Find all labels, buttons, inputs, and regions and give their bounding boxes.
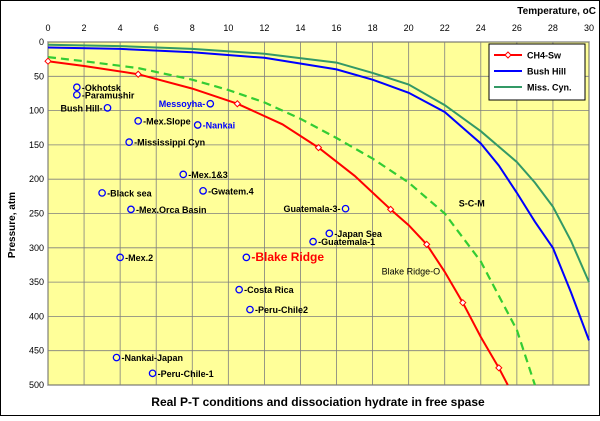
site-marker [73,83,81,92]
site-label: -Blake Ridge [251,250,324,264]
x-tick-label: 22 [440,23,450,33]
x-tick-label: 6 [154,23,159,33]
site-label: -Costa Rica [244,285,295,295]
sites: -Okhotsk-Paramushir Bush Hill- -Mex.Slope M… [61,83,383,379]
site-marker [206,99,215,108]
x-tick-label: 30 [584,23,594,33]
legend-label: Bush Hill [527,67,566,77]
series-ch4-sw-point [459,298,467,307]
chart-title: Real P-T conditions and dissociation hyd… [151,395,485,409]
series-ch4-sw-point [134,70,142,78]
site-marker [309,237,317,246]
y-tick-label: 350 [29,277,44,287]
site-marker [127,205,135,214]
site-marker [148,369,157,378]
x-tick-label: 28 [548,23,558,33]
site-label: -Mississippi Cyn [134,138,205,148]
legend-label: CH4-Sw [527,51,562,61]
annotation: Blake Ridge-O [382,267,441,277]
y-tick-label: 300 [29,243,44,253]
site-marker [103,104,112,112]
series-ch4-sw-point [314,143,323,152]
x-tick-label: 14 [295,23,305,33]
site-label: Bush Hill- [61,103,103,113]
site-marker [341,204,350,213]
x-tick-label: 20 [404,23,414,33]
site-label: -Guatemala-1 [318,237,375,247]
series-miss-cyn-line [47,43,590,283]
x-tick-label: 12 [259,23,269,33]
x-tick-label: 4 [118,23,123,33]
series-ch4-sw-point [44,57,52,65]
site-marker [116,253,124,262]
legend-label: Miss. Cyn. [527,83,572,93]
y-tick-label: 200 [29,174,44,184]
site-marker [235,285,244,294]
site-label: Guatemala-3- [284,204,341,214]
curves [44,43,590,386]
series-bush-hill-line [47,46,590,341]
site-marker [98,189,106,197]
annotation: S-C-M [459,199,485,209]
series-ch4-sw-point [495,364,503,372]
x-tick-label: 8 [190,23,195,33]
site-label: -Peru-Chile-1 [158,369,214,379]
y-tick-label: 400 [29,311,44,321]
site-marker [125,138,133,147]
site-marker [325,229,334,238]
site-label: -Mex.2 [125,253,153,263]
site-marker [179,170,188,179]
series-ch4-sw-point [386,205,395,214]
site-marker [246,305,254,314]
site-label: -Black sea [107,188,153,198]
site-label: -Nankai-Japan [122,353,184,363]
series-ch4-sw-point [422,240,431,249]
y-tick-label: 100 [29,106,44,116]
site-label: -Okhotsk [82,83,122,93]
x-tick-label: 26 [512,23,522,33]
x-tick-label: 24 [476,23,486,33]
x-tick-label: 16 [332,23,342,33]
annotations: S-C-M Blake Ridge-O [382,199,485,277]
site-label: -Gwatem.4 [208,186,254,196]
y-tick-label: 50 [34,71,44,81]
site-label: -Mex.Orca Basin [136,205,207,215]
site-marker [199,187,207,195]
x-axis-label: Temperature, oC [517,6,596,17]
y-tick-label: 500 [29,380,44,390]
site-label: -Paramushir [82,90,135,100]
y-tick-label: 150 [29,140,44,150]
site-label: -Nankai [203,121,236,131]
site-label: -Mex.Slope [143,116,191,126]
site-marker [193,121,202,129]
y-tick-label: 0 [39,37,44,47]
site-marker [112,353,121,362]
site-marker [134,117,143,125]
site-label: -Japan Sea [334,229,383,239]
x-tick-label: 2 [82,23,87,33]
site-label: -Peru-Chile2 [255,305,308,315]
site-label: Messoyha- [159,99,206,109]
x-tick-label: 10 [223,23,233,33]
series-ch4-sw-point [233,100,242,108]
x-tick-label: 18 [368,23,378,33]
y-tick-label: 450 [29,346,44,356]
tick-labels: 0 2 4 6 8 10 12 14 16 18 20 22 24 26 28 300501001502002… [29,23,594,390]
legend: CH4-Sw Bush Hill Miss. Cyn. [488,43,586,101]
y-axis-label: Pressure, atm [7,192,18,258]
site-marker [73,90,81,99]
x-tick-label: 0 [45,23,50,33]
legend-marker [504,51,512,59]
site-marker [242,253,251,262]
series-ch4-sw-line [47,60,509,386]
site-label: -Mex.1&3 [188,170,228,180]
y-tick-label: 250 [29,209,44,219]
series-dashed-line [47,56,536,386]
